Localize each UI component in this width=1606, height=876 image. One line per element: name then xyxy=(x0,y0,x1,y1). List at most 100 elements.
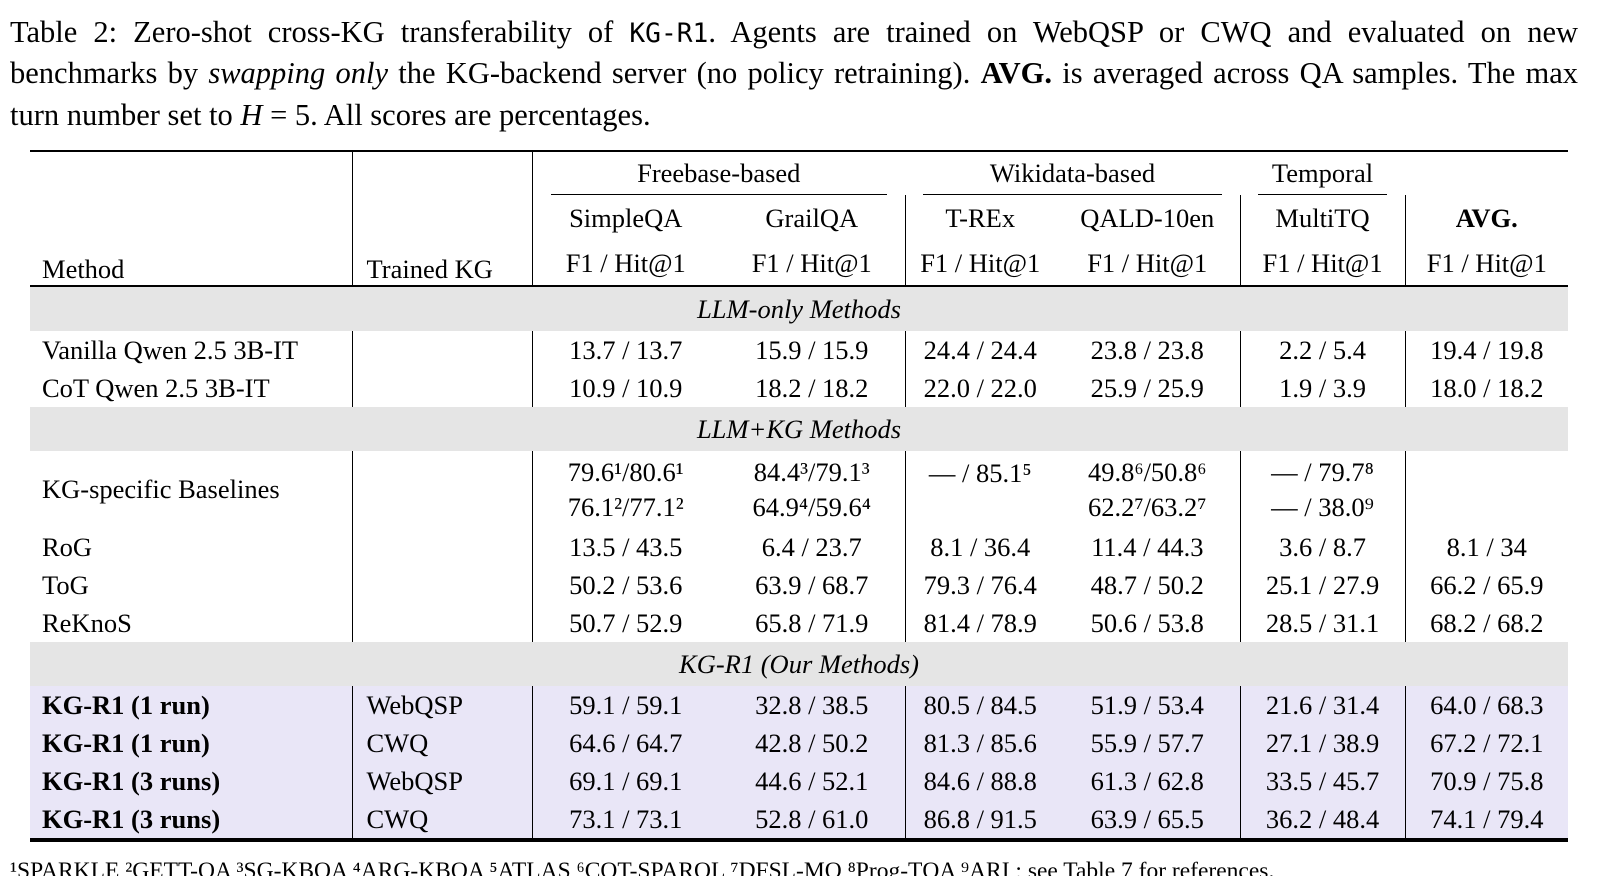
method-cell: ToG xyxy=(30,566,353,605)
caption-bold-avg: AVG. xyxy=(980,56,1053,91)
score-line: — / 38.0⁹ xyxy=(1271,491,1374,522)
score-cell: 51.9 / 53.4 xyxy=(1055,686,1241,725)
score-cell: 21.6 / 31.4 xyxy=(1240,686,1406,725)
score-cell: 50.6 / 53.8 xyxy=(1055,604,1241,643)
score-cell: 73.1 / 73.1 xyxy=(532,800,719,843)
score-cell: 42.8 / 50.2 xyxy=(719,724,906,763)
score-line: 79.6¹/80.6¹ xyxy=(567,457,684,488)
score-cell: 28.5 / 31.1 xyxy=(1240,604,1406,643)
metric-label: F1 / Hit@1 xyxy=(719,241,906,288)
score-cell: 19.4 / 19.8 xyxy=(1430,334,1544,365)
score-cell: 24.4 / 24.4 xyxy=(923,334,1037,365)
score-cell: 64.6 / 64.7 xyxy=(532,724,719,763)
metric-label: F1 / Hit@1 xyxy=(905,241,1055,288)
score-line xyxy=(910,490,1052,524)
table-row-kgr1: KG-R1 (1 run) CWQ 64.6 / 64.7 42.8 / 50.… xyxy=(30,724,1569,763)
trained-kg-cell xyxy=(352,604,533,643)
trained-kg-cell: CWQ xyxy=(352,800,533,843)
col-header-multitq: MultiTQ xyxy=(1240,195,1406,242)
score-cell: 79.3 / 76.4 xyxy=(923,569,1037,600)
col-header-qald10en: QALD-10en xyxy=(1055,195,1241,242)
col-header-simpleqa: SimpleQA xyxy=(569,202,683,233)
score-cell: 81.3 / 85.6 xyxy=(905,724,1055,763)
trained-kg-cell: CWQ xyxy=(352,724,533,763)
trained-kg-cell xyxy=(352,369,533,408)
method-cell: KG-R1 (3 runs) xyxy=(30,762,353,801)
table-row-baselines: KG-specific Baselines 79.6¹/80.6¹ 76.1²/7… xyxy=(30,451,1568,529)
score-cell: 27.1 / 38.9 xyxy=(1240,724,1406,763)
table-row-kgr1: KG-R1 (1 run) WebQSP 59.1 / 59.1 32.8 / … xyxy=(30,686,1569,725)
method-cell: Vanilla Qwen 2.5 3B-IT xyxy=(30,331,353,370)
section-header-row: LLM+KG Methods xyxy=(30,407,1569,452)
score-cell: 48.7 / 50.2 xyxy=(1055,566,1241,605)
trained-kg-cell xyxy=(352,528,533,567)
group-header-freebase: Freebase-based xyxy=(532,151,905,196)
metric-label: F1 / Hit@1 xyxy=(1055,241,1241,288)
metric-label: F1 / Hit@1 xyxy=(1405,241,1569,288)
score-cell: 10.9 / 10.9 xyxy=(569,372,683,403)
score-cell: 15.9 / 15.9 xyxy=(719,331,906,370)
score-cell: 6.4 / 23.7 xyxy=(719,528,906,567)
score-cell: 11.4 / 44.3 xyxy=(1055,528,1241,567)
score-cell: 32.8 / 38.5 xyxy=(719,686,906,725)
method-cell: KG-R1 (3 runs) xyxy=(30,800,353,843)
method-cell: ReKnoS xyxy=(30,604,353,643)
trained-kg-cell xyxy=(352,331,533,370)
trained-kg-cell xyxy=(352,451,533,529)
score-line: 49.8⁶/50.8⁶ xyxy=(1087,457,1207,488)
score-cell: 8.1 / 34 xyxy=(1446,531,1527,562)
score-cell: 69.1 / 69.1 xyxy=(532,762,719,801)
caption-text-2: . Agents are trained on WebQSP or CWQ an… xyxy=(10,15,1579,91)
table-row: CoT Qwen 2.5 3B-IT 10.9 / 10.9 18.2 / 18… xyxy=(30,369,1568,408)
math-rest: = 5 xyxy=(262,97,311,132)
results-table: Method Trained KG Freebase-based Wikidat… xyxy=(30,150,1569,843)
score-cell: 18.0 / 18.2 xyxy=(1430,372,1544,403)
score-cell: 36.2 / 48.4 xyxy=(1240,800,1406,843)
table-row: RoG 13.5 / 43.5 6.4 / 23.7 8.1 / 36.4 11… xyxy=(30,528,1568,567)
caption-text-5: . All scores are percentages. xyxy=(310,97,651,132)
metric-label: F1 / Hit@1 xyxy=(1240,241,1406,288)
header-group-row: Method Trained KG Freebase-based Wikidat… xyxy=(30,151,1568,288)
group-header-temporal: Temporal xyxy=(1240,151,1405,196)
method-cell: KG-R1 (1 run) xyxy=(30,724,353,763)
table-row: ToG 50.2 / 53.6 63.9 / 68.7 79.3 / 76.4 … xyxy=(30,566,1568,605)
method-cell: RoG xyxy=(30,528,353,567)
score-cell: 23.8 / 23.8 xyxy=(1055,331,1241,370)
score-cell: 1.9 / 3.9 xyxy=(1240,369,1406,408)
score-line: — / 85.1⁵ xyxy=(928,457,1032,488)
score-line xyxy=(1410,456,1565,490)
score-cell: 33.5 / 45.7 xyxy=(1240,762,1406,801)
score-cell: 49.8⁶/50.8⁶ 62.2⁷/63.2⁷ xyxy=(1055,451,1241,529)
score-line xyxy=(1410,490,1565,524)
score-cell: 52.8 / 61.0 xyxy=(719,800,906,843)
group-label-wikidata: Wikidata-based xyxy=(923,158,1223,196)
table-row-kgr1: KG-R1 (3 runs) WebQSP 69.1 / 69.1 44.6 /… xyxy=(30,762,1569,801)
col-header-grailqa: GrailQA xyxy=(719,195,906,242)
score-cell: 63.9 / 68.7 xyxy=(719,566,906,605)
score-cell: 3.6 / 8.7 xyxy=(1240,528,1406,567)
group-label-freebase: Freebase-based xyxy=(550,158,887,196)
math-variable-h: H xyxy=(240,97,263,132)
kg-r1-code-text: KG-R1 xyxy=(629,19,709,49)
metric-label: F1 / Hit@1 xyxy=(532,241,719,288)
score-cell: 63.9 / 65.5 xyxy=(1055,800,1241,843)
table-caption: Table 2: Zero-shot cross-KG transferabil… xyxy=(10,12,1578,136)
score-cell: 50.7 / 52.9 xyxy=(569,607,683,638)
score-cell: 79.6¹/80.6¹ 76.1²/77.1² xyxy=(532,451,719,528)
score-cell: 25.9 / 25.9 xyxy=(1055,369,1241,408)
header-dataset-row: SimpleQA GrailQA T-REx QALD-10en MultiTQ… xyxy=(30,195,1568,242)
score-cell: 44.6 / 52.1 xyxy=(719,762,906,801)
group-header-wikidata: Wikidata-based xyxy=(905,151,1240,196)
header-metric-row: F1 / Hit@1 F1 / Hit@1 F1 / Hit@1 F1 / Hi… xyxy=(30,241,1569,288)
method-cell: KG-specific Baselines xyxy=(30,451,353,529)
score-cell: 18.2 / 18.2 xyxy=(719,369,906,408)
col-header-avg: AVG. xyxy=(1455,202,1518,233)
method-cell: CoT Qwen 2.5 3B-IT xyxy=(30,369,353,408)
score-cell: 65.8 / 71.9 xyxy=(719,604,906,643)
score-line: 64.9⁴/59.6⁴ xyxy=(752,491,872,522)
score-cell: 67.2 / 72.1 xyxy=(1405,724,1569,763)
col-header-trex: T-REx xyxy=(945,202,1016,233)
score-cell: 22.0 / 22.0 xyxy=(923,372,1037,403)
score-cell: 2.2 / 5.4 xyxy=(1240,331,1406,370)
